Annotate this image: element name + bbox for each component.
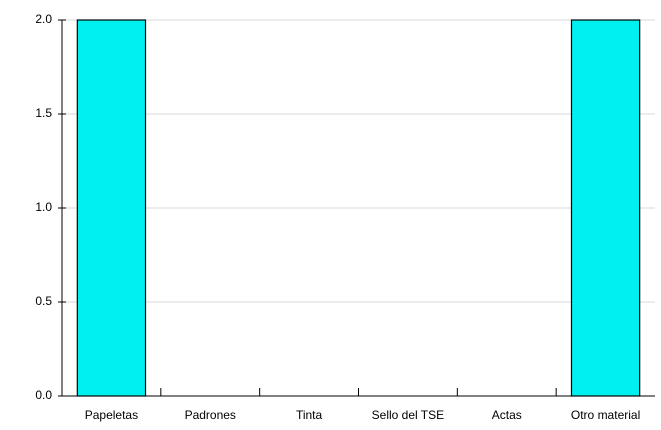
x-tick-label: Papeletas xyxy=(85,408,138,422)
y-tick-label: 0.5 xyxy=(35,294,52,308)
x-tick-label: Tinta xyxy=(296,408,323,422)
y-tick-label: 0.0 xyxy=(35,388,52,402)
x-tick-label: Padrones xyxy=(185,408,236,422)
y-tick-label: 2.0 xyxy=(35,12,52,26)
y-tick-label: 1.5 xyxy=(35,106,52,120)
bar xyxy=(76,19,147,397)
bar xyxy=(570,19,641,397)
x-tick-label: Sello del TSE xyxy=(372,408,445,422)
x-tick-label: Actas xyxy=(492,408,522,422)
y-tick-label: 1.0 xyxy=(35,200,52,214)
x-tick-label: Otro material xyxy=(571,408,640,422)
